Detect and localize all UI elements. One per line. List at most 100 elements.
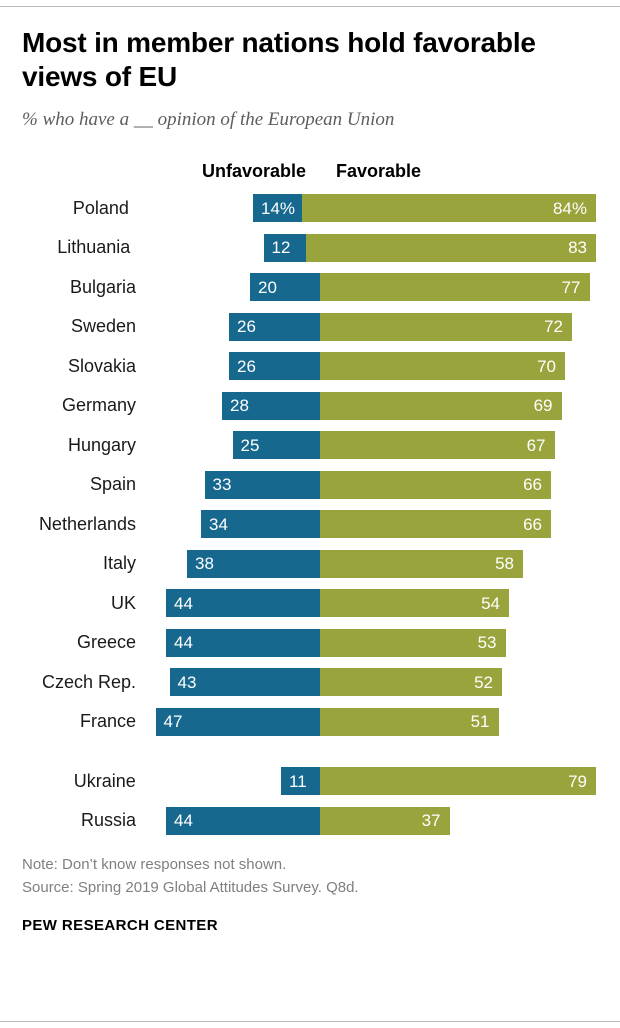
favorable-value: 53 — [477, 633, 497, 653]
favorable-bar: 77 — [320, 273, 590, 302]
group-gap — [22, 747, 596, 767]
favorable-value: 70 — [537, 356, 556, 376]
favorable-value: 37 — [421, 811, 441, 831]
country-label: Czech Rep. — [41, 671, 136, 692]
favorable-bar: 53 — [320, 628, 506, 657]
favorable-value: 72 — [544, 317, 563, 337]
country-label: Ukraine — [73, 770, 136, 791]
favorable-bar: 69 — [320, 391, 562, 420]
favorable-bar: 79 — [319, 767, 596, 796]
unfavorable-bar: 43 — [169, 668, 320, 697]
unfavorable-bar: 38 — [187, 549, 320, 578]
unfavorable-zone: 47 — [146, 707, 320, 736]
favorable-value: 52 — [474, 672, 493, 692]
favorable-bar: 66 — [320, 510, 551, 539]
bar-row: Spain 33 66 — [22, 470, 596, 499]
bar-row: Poland 14% 84% — [22, 194, 596, 223]
bar-row: Greece 44 53 — [22, 628, 596, 657]
favorable-zone: 66 — [320, 470, 596, 499]
unfavorable-zone: 43 — [146, 668, 320, 697]
favorable-zone: 58 — [320, 549, 596, 578]
unfavorable-value: 33 — [212, 475, 232, 495]
country-label: Netherlands — [38, 513, 136, 534]
favorable-bar: 58 — [320, 549, 523, 578]
favorable-zone: 51 — [320, 707, 596, 736]
favorable-bar: 54 — [320, 589, 509, 618]
favorable-zone: 66 — [320, 510, 596, 539]
unfavorable-bar: 28 — [222, 391, 320, 420]
unfavorable-value: 47 — [163, 712, 183, 732]
country-label: Lithuania — [57, 237, 131, 258]
unfavorable-bar: 25 — [232, 431, 320, 460]
unfavorable-value: 28 — [230, 396, 249, 416]
unfavorable-bar: 33 — [204, 470, 320, 499]
legend-favorable: Favorable — [336, 161, 422, 182]
bar-row: Italy 38 58 — [22, 549, 596, 578]
favorable-value: 66 — [523, 514, 542, 534]
diverging-bar-chart: Unfavorable Favorable Poland 14% 84% Lithua… — [22, 161, 596, 835]
footnotes: Note: Don’t know responses not shown. So… — [22, 853, 596, 900]
favorable-bar: 66 — [320, 470, 551, 499]
bar-row: Netherlands 34 66 — [22, 510, 596, 539]
unfavorable-value: 44 — [174, 633, 193, 653]
country-label: Slovakia — [67, 355, 136, 376]
unfavorable-zone: 38 — [146, 549, 320, 578]
unfavorable-value: 44 — [174, 811, 193, 831]
favorable-value: 79 — [568, 771, 587, 791]
favorable-zone: 52 — [320, 668, 596, 697]
unfavorable-value: 43 — [177, 672, 197, 692]
favorable-value: 66 — [523, 475, 542, 495]
unfavorable-value: 12 — [271, 238, 291, 258]
unfavorable-zone: 34 — [146, 510, 320, 539]
country-label: Italy — [102, 553, 136, 574]
favorable-value: 77 — [561, 277, 581, 297]
unfavorable-bar: 26 — [229, 352, 320, 381]
legend-row: Unfavorable Favorable — [22, 161, 596, 182]
bar-row: Hungary 25 67 — [22, 431, 596, 460]
footer-brand: PEW RESEARCH CENTER — [22, 917, 218, 935]
favorable-value: 67 — [526, 435, 546, 455]
favorable-bar: 37 — [320, 806, 450, 835]
unfavorable-bar: 11 — [281, 767, 320, 796]
unfavorable-zone: 20 — [146, 273, 320, 302]
favorable-zone: 79 — [319, 767, 596, 796]
unfavorable-zone: 14% — [139, 194, 302, 223]
unfavorable-bar: 20 — [250, 273, 320, 302]
unfavorable-value: 11 — [289, 771, 307, 791]
unfavorable-bar: 44 — [166, 628, 320, 657]
country-label: Germany — [61, 395, 136, 416]
favorable-value: 83 — [568, 238, 587, 258]
country-label: UK — [110, 592, 136, 613]
unfavorable-bar: 47 — [155, 707, 320, 736]
bottom-divider — [0, 1021, 620, 1022]
unfavorable-value: 20 — [258, 277, 277, 297]
bar-row: Germany 28 69 — [22, 391, 596, 420]
country-label: Greece — [76, 632, 136, 653]
chart-subtitle: % who have a __ opinion of the European … — [22, 109, 395, 131]
favorable-zone: 70 — [320, 352, 596, 381]
page-title: Most in member nations hold favorable vi… — [22, 27, 536, 92]
country-label: Poland — [72, 197, 129, 218]
favorable-zone: 37 — [320, 806, 596, 835]
unfavorable-bar: 12 — [263, 233, 306, 262]
country-label: Sweden — [70, 316, 136, 337]
bar-row: Ukraine 11 79 — [22, 767, 596, 796]
unfavorable-zone: 44 — [146, 806, 320, 835]
favorable-bar: 51 — [320, 707, 499, 736]
legend-unfavorable: Unfavorable — [201, 161, 306, 182]
top-divider — [0, 6, 620, 7]
bar-row: Sweden 26 72 — [22, 312, 596, 341]
unfavorable-zone: 44 — [146, 589, 320, 618]
country-label: France — [79, 711, 136, 732]
unfavorable-zone: 26 — [146, 312, 320, 341]
bar-rows: Poland 14% 84% Lithuania 12 83 Bulgaria 20 77 Swe… — [22, 194, 596, 835]
country-label: Russia — [80, 810, 136, 831]
unfavorable-zone: 44 — [146, 628, 320, 657]
favorable-bar: 70 — [320, 352, 565, 381]
unfavorable-zone: 25 — [146, 431, 320, 460]
unfavorable-value: 44 — [174, 593, 193, 613]
favorable-zone: 54 — [320, 589, 596, 618]
favorable-zone: 69 — [320, 391, 596, 420]
unfavorable-zone: 11 — [146, 767, 320, 796]
favorable-zone: 84% — [302, 194, 596, 223]
